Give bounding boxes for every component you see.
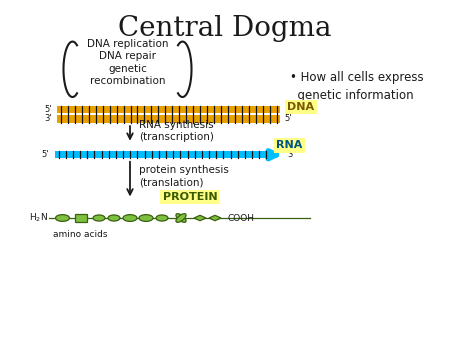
FancyBboxPatch shape bbox=[58, 106, 280, 113]
Text: amino acids: amino acids bbox=[53, 230, 107, 239]
Ellipse shape bbox=[139, 215, 153, 221]
Text: DNA replication
DNA repair
genetic
recombination: DNA replication DNA repair genetic recom… bbox=[87, 39, 168, 86]
Text: 5': 5' bbox=[44, 105, 51, 114]
Text: 3': 3' bbox=[288, 150, 295, 159]
FancyBboxPatch shape bbox=[75, 214, 87, 222]
Text: PROTEIN: PROTEIN bbox=[163, 192, 217, 202]
Ellipse shape bbox=[123, 215, 137, 221]
Text: RNA: RNA bbox=[276, 140, 302, 150]
Text: 5': 5' bbox=[41, 150, 49, 159]
Ellipse shape bbox=[55, 215, 69, 221]
Text: 5': 5' bbox=[284, 115, 292, 123]
FancyBboxPatch shape bbox=[55, 151, 270, 158]
FancyBboxPatch shape bbox=[58, 115, 280, 122]
Ellipse shape bbox=[93, 215, 105, 221]
Text: 3': 3' bbox=[44, 115, 51, 123]
Text: • How all cells express
  genetic information: • How all cells express genetic informat… bbox=[290, 71, 423, 102]
Ellipse shape bbox=[108, 215, 120, 221]
Text: COOH: COOH bbox=[228, 214, 255, 222]
Ellipse shape bbox=[156, 215, 168, 221]
Text: DNA: DNA bbox=[288, 102, 315, 112]
Text: H$_2$N: H$_2$N bbox=[28, 212, 48, 224]
Text: RNA synthesis
(transcription): RNA synthesis (transcription) bbox=[139, 120, 214, 142]
Polygon shape bbox=[209, 215, 221, 221]
Text: Central Dogma: Central Dogma bbox=[118, 15, 332, 42]
Polygon shape bbox=[194, 215, 206, 221]
Text: protein synthesis
(translation): protein synthesis (translation) bbox=[139, 165, 229, 188]
Ellipse shape bbox=[176, 214, 186, 222]
Text: 3': 3' bbox=[284, 105, 292, 114]
Ellipse shape bbox=[176, 214, 186, 222]
